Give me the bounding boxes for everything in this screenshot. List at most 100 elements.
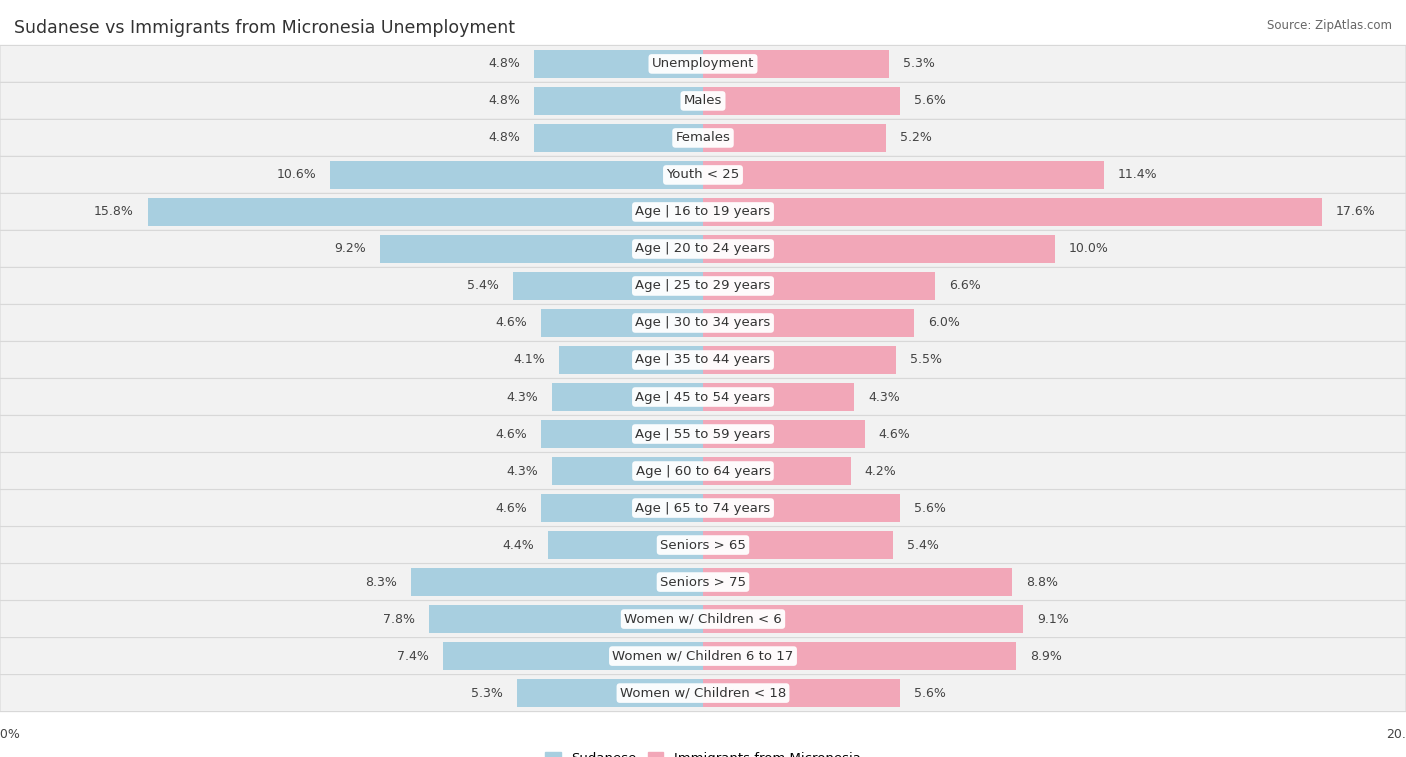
Text: 5.5%: 5.5% <box>911 354 942 366</box>
Text: 4.3%: 4.3% <box>869 391 900 403</box>
FancyBboxPatch shape <box>0 490 1406 527</box>
Text: Age | 60 to 64 years: Age | 60 to 64 years <box>636 465 770 478</box>
Text: 8.3%: 8.3% <box>366 575 398 588</box>
Text: 10.6%: 10.6% <box>277 169 316 182</box>
Text: 20.0%: 20.0% <box>1386 728 1406 741</box>
Bar <box>703 569 1012 596</box>
Bar <box>703 420 865 448</box>
Text: Age | 55 to 59 years: Age | 55 to 59 years <box>636 428 770 441</box>
FancyBboxPatch shape <box>0 194 1406 230</box>
Text: Age | 45 to 54 years: Age | 45 to 54 years <box>636 391 770 403</box>
Bar <box>541 309 703 337</box>
Bar <box>148 198 703 226</box>
FancyBboxPatch shape <box>0 45 1406 83</box>
Text: Age | 20 to 24 years: Age | 20 to 24 years <box>636 242 770 255</box>
FancyBboxPatch shape <box>0 120 1406 157</box>
FancyBboxPatch shape <box>0 527 1406 563</box>
Text: 15.8%: 15.8% <box>94 205 134 219</box>
Bar <box>703 494 900 522</box>
Text: Age | 65 to 74 years: Age | 65 to 74 years <box>636 502 770 515</box>
Text: 4.6%: 4.6% <box>495 428 527 441</box>
Bar <box>703 272 935 300</box>
Text: 17.6%: 17.6% <box>1336 205 1375 219</box>
Text: 6.0%: 6.0% <box>928 316 960 329</box>
Text: Youth < 25: Youth < 25 <box>666 169 740 182</box>
FancyBboxPatch shape <box>0 416 1406 453</box>
FancyBboxPatch shape <box>0 267 1406 304</box>
Text: Seniors > 75: Seniors > 75 <box>659 575 747 588</box>
Text: Women w/ Children 6 to 17: Women w/ Children 6 to 17 <box>613 650 793 662</box>
Text: 4.6%: 4.6% <box>495 316 527 329</box>
Text: 5.4%: 5.4% <box>467 279 499 292</box>
Text: 4.8%: 4.8% <box>488 132 520 145</box>
Bar <box>703 87 900 115</box>
Bar <box>429 605 703 633</box>
Text: 5.4%: 5.4% <box>907 538 939 552</box>
Text: 4.6%: 4.6% <box>879 428 911 441</box>
Bar <box>548 531 703 559</box>
Text: 4.3%: 4.3% <box>506 465 537 478</box>
FancyBboxPatch shape <box>0 304 1406 341</box>
Text: 11.4%: 11.4% <box>1118 169 1157 182</box>
Text: 5.3%: 5.3% <box>904 58 935 70</box>
Text: Source: ZipAtlas.com: Source: ZipAtlas.com <box>1267 19 1392 32</box>
Text: Age | 30 to 34 years: Age | 30 to 34 years <box>636 316 770 329</box>
Bar <box>703 235 1054 263</box>
Bar <box>703 679 900 707</box>
Text: 4.6%: 4.6% <box>495 502 527 515</box>
Text: Males: Males <box>683 95 723 107</box>
Text: 5.6%: 5.6% <box>914 95 946 107</box>
Text: 9.1%: 9.1% <box>1038 612 1069 625</box>
Bar <box>541 494 703 522</box>
FancyBboxPatch shape <box>0 674 1406 712</box>
Text: 4.8%: 4.8% <box>488 58 520 70</box>
Text: 4.4%: 4.4% <box>502 538 534 552</box>
Bar <box>560 346 703 374</box>
Text: 4.1%: 4.1% <box>513 354 546 366</box>
Bar <box>703 124 886 152</box>
FancyBboxPatch shape <box>0 637 1406 674</box>
Bar <box>703 309 914 337</box>
Text: 8.8%: 8.8% <box>1026 575 1059 588</box>
FancyBboxPatch shape <box>0 453 1406 490</box>
Text: Age | 35 to 44 years: Age | 35 to 44 years <box>636 354 770 366</box>
Text: Age | 25 to 29 years: Age | 25 to 29 years <box>636 279 770 292</box>
Bar <box>703 346 897 374</box>
Bar <box>703 198 1322 226</box>
Text: 5.6%: 5.6% <box>914 502 946 515</box>
Text: 10.0%: 10.0% <box>1069 242 1108 255</box>
Bar <box>703 50 889 78</box>
Text: 5.3%: 5.3% <box>471 687 503 699</box>
Bar <box>330 161 703 188</box>
FancyBboxPatch shape <box>0 157 1406 194</box>
Bar <box>551 383 703 411</box>
Bar <box>513 272 703 300</box>
Text: 5.6%: 5.6% <box>914 687 946 699</box>
Bar <box>551 457 703 485</box>
FancyBboxPatch shape <box>0 341 1406 378</box>
FancyBboxPatch shape <box>0 563 1406 600</box>
FancyBboxPatch shape <box>0 83 1406 120</box>
Text: Age | 16 to 19 years: Age | 16 to 19 years <box>636 205 770 219</box>
Text: 4.8%: 4.8% <box>488 95 520 107</box>
Bar <box>534 50 703 78</box>
Bar <box>412 569 703 596</box>
Bar <box>534 87 703 115</box>
Bar <box>380 235 703 263</box>
Text: Seniors > 65: Seniors > 65 <box>659 538 747 552</box>
Text: 8.9%: 8.9% <box>1029 650 1062 662</box>
Text: Women w/ Children < 18: Women w/ Children < 18 <box>620 687 786 699</box>
Text: Unemployment: Unemployment <box>652 58 754 70</box>
Bar <box>517 679 703 707</box>
FancyBboxPatch shape <box>0 600 1406 637</box>
Text: 6.6%: 6.6% <box>949 279 981 292</box>
Text: 7.8%: 7.8% <box>382 612 415 625</box>
Text: Females: Females <box>675 132 731 145</box>
Bar <box>703 161 1104 188</box>
Text: Women w/ Children < 6: Women w/ Children < 6 <box>624 612 782 625</box>
Text: 9.2%: 9.2% <box>333 242 366 255</box>
Text: 5.2%: 5.2% <box>900 132 932 145</box>
Bar <box>534 124 703 152</box>
Bar <box>703 531 893 559</box>
Bar <box>541 420 703 448</box>
